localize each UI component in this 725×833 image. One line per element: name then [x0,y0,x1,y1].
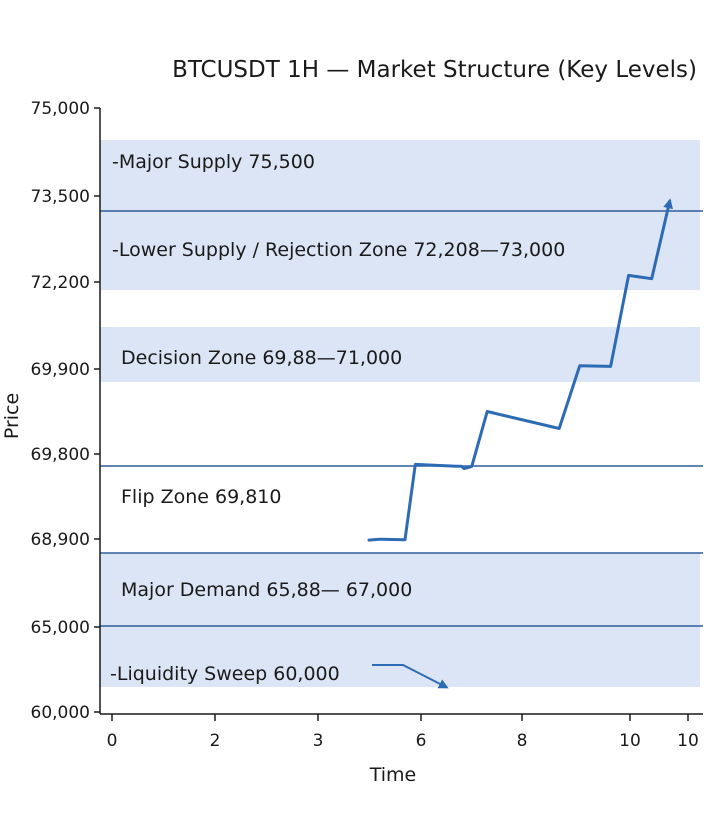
x-tick-label: 0 [107,731,118,751]
y-tick-label: 68,900 [31,530,90,550]
x-tick-label: 10 [619,731,641,751]
chart-title: BTCUSDT 1H — Market Structure (Key Level… [172,57,697,83]
x-ticks: 0 2 3 6 8 10 10 [107,714,699,751]
zone-label-liquidity-sweep: -Liquidity Sweep 60,000 [110,663,340,685]
price-series-line [367,198,673,542]
x-tick-label: 2 [210,731,221,751]
y-tick-label: 65,000 [31,618,90,638]
x-tick-label: 3 [313,731,324,751]
y-tick-label: 72,200 [31,273,90,293]
level-lines [100,210,703,627]
zone-label-major-demand: Major Demand 65,88— 67,000 [121,579,412,601]
y-tick-label: 73,500 [31,187,90,207]
zone-band-major-supply [100,140,700,290]
y-ticks: 75,000 73,500 72,200 69,900 69,800 68,900 65,0… [31,99,100,723]
x-tick-label: 8 [517,731,528,751]
x-axis-label: Time [369,764,417,786]
y-tick-label: 69,900 [31,360,90,380]
y-axis-label: Price [1,393,23,439]
y-tick-label: 60,000 [31,703,90,723]
x-tick-label: 10 [677,731,699,751]
liquidity-sweep-arrow [372,664,449,689]
zone-band-decision [100,327,700,382]
zone-label-decision: Decision Zone 69,88—71,000 [121,347,402,369]
zone-labels: -Major Supply 75,500 -Lower Supply / Rej… [110,151,565,685]
axes [99,108,703,715]
y-tick-label: 69,800 [31,445,90,465]
zone-bands [100,140,700,687]
zone-label-rejection: -Lower Supply / Rejection Zone 72,208—73… [112,239,565,261]
zone-label-major-supply: -Major Supply 75,500 [112,151,315,173]
x-tick-label: 6 [416,731,427,751]
y-tick-label: 75,000 [31,99,90,119]
zone-label-flip: Flip Zone 69,810 [121,486,281,508]
